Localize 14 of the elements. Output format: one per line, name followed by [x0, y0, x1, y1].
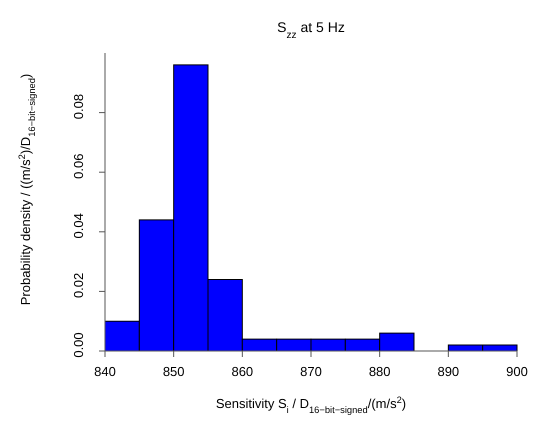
x-tick-label: 890	[437, 364, 460, 380]
y-tick-label: 0.04	[71, 213, 86, 238]
x-tick-label: 900	[506, 364, 528, 380]
x-tick-label: 880	[368, 364, 391, 380]
x-tick-label: 850	[162, 364, 185, 380]
y-tick-label: 0.00	[71, 332, 86, 358]
chart-title: S$_{zz}$ at 5 Hz	[277, 19, 345, 40]
x-tick-label: 860	[231, 364, 254, 380]
y-tick-label: 0.06	[71, 154, 86, 179]
x-tick-label: 870	[300, 364, 322, 380]
y-tick-label: 0.02	[71, 272, 86, 298]
y-tick-label: 0.08	[71, 94, 86, 120]
x-axis-title: Sensitivity S$_{i}$ / D$_{16−bit−signed}$/(m/s$^{2}$)	[216, 395, 406, 415]
x-tick-label: 840	[94, 364, 116, 380]
